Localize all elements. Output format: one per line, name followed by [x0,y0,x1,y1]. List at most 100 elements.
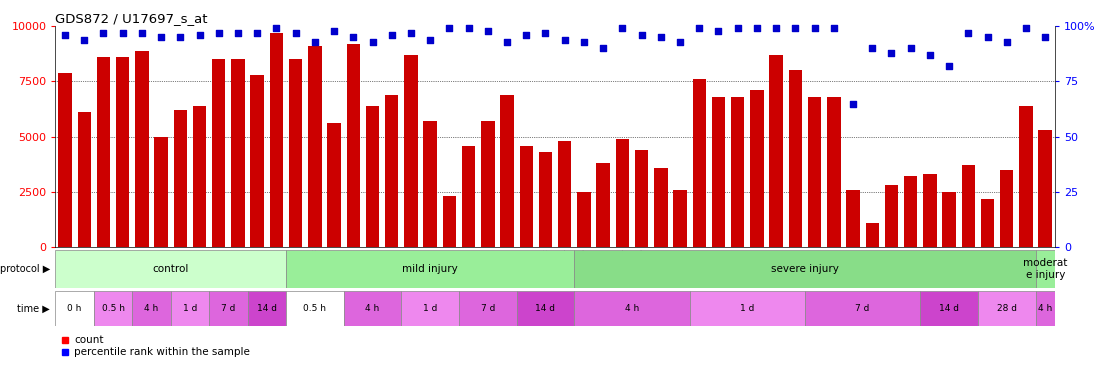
Point [883,50,901,56]
Bar [1036,250,1055,288]
Bar [558,141,572,247]
Bar [674,190,687,247]
Point [575,39,593,45]
Point [690,26,708,32]
Text: 14 d: 14 d [535,304,555,313]
Bar [250,75,264,247]
Point [1036,34,1054,40]
Bar [55,291,94,326]
Bar [574,250,1036,288]
Bar [943,192,956,247]
Text: severe injury: severe injury [771,264,839,274]
Text: 4 h: 4 h [1038,304,1053,313]
Bar [171,291,209,326]
Point [402,30,420,36]
Point [614,26,632,32]
Text: mild injury: mild injury [402,264,458,274]
Point [460,26,478,32]
Bar [384,95,399,247]
Text: time ▶: time ▶ [17,303,50,313]
Point [209,30,227,36]
Bar [689,291,804,326]
Bar [347,44,360,247]
Point [594,45,612,51]
Bar [423,121,437,247]
Text: protocol ▶: protocol ▶ [0,264,50,274]
Point [383,32,401,38]
Bar [616,139,629,247]
Bar [401,291,459,326]
Bar [96,57,110,247]
Point [941,63,958,69]
Point [75,36,93,42]
Text: 4 h: 4 h [144,304,158,313]
Bar [847,190,860,247]
Point [287,30,305,36]
Bar [462,146,475,247]
Text: 4 h: 4 h [366,304,380,313]
Point [978,34,996,40]
Bar [789,70,802,247]
Bar [94,291,132,326]
Point [306,39,324,45]
Bar [286,250,574,288]
Text: 14 d: 14 d [257,304,277,313]
Bar [1019,106,1033,247]
Bar [577,192,591,247]
Bar [884,185,899,247]
Bar [459,291,516,326]
Point [152,34,170,40]
Bar [154,137,167,247]
Point [479,28,496,34]
Point [556,36,574,42]
Text: 1 d: 1 d [183,304,197,313]
Point [326,28,343,34]
Bar [596,163,609,247]
Text: 1 d: 1 d [740,304,755,313]
Bar [327,123,341,247]
Point [94,30,112,36]
Bar [366,106,379,247]
Bar [827,97,841,247]
Bar [116,57,130,247]
Text: moderat
e injury: moderat e injury [1023,258,1067,280]
Text: 0.5 h: 0.5 h [304,304,327,313]
Text: 0.5 h: 0.5 h [102,304,124,313]
Point [806,26,823,32]
Bar [343,291,401,326]
Point [345,34,362,40]
Bar [520,146,533,247]
Point [57,32,74,38]
Bar [654,168,667,247]
Bar [132,291,171,326]
Point [729,26,747,32]
Point [191,32,208,38]
Text: 1 d: 1 d [423,304,438,313]
Point [248,30,266,36]
Bar [174,110,187,247]
Text: 14 d: 14 d [940,304,960,313]
Bar [516,291,574,326]
Point [709,28,727,34]
Bar [711,97,726,247]
Point [960,30,977,36]
Text: 0 h: 0 h [68,304,82,313]
Bar [978,291,1036,326]
Text: 7 d: 7 d [481,304,495,313]
Legend: count, percentile rank within the sample: count, percentile rank within the sample [61,335,250,357]
Bar [212,59,226,247]
Bar [904,177,917,247]
Point [921,52,938,58]
Text: 28 d: 28 d [997,304,1017,313]
Bar [574,291,689,326]
Bar [209,291,247,326]
Bar [731,97,745,247]
Text: GDS872 / U17697_s_at: GDS872 / U17697_s_at [55,12,208,25]
Bar [865,223,879,247]
Point [652,34,669,40]
Point [499,39,516,45]
Point [517,32,535,38]
Point [363,39,381,45]
Text: 7 d: 7 d [222,304,236,313]
Bar [443,196,456,247]
